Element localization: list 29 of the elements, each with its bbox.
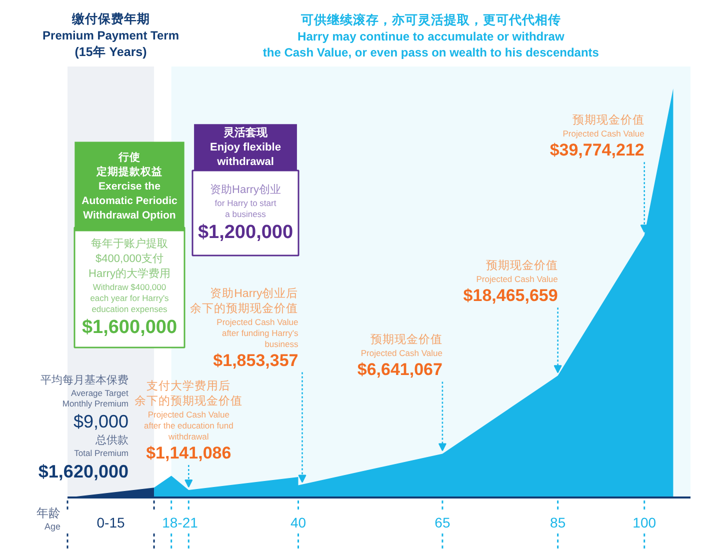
x-tick-label: 100 <box>632 514 656 530</box>
annotation: 平均每月基本保费 Average Target Monthly Premium <box>40 374 129 408</box>
data-label: $6,641,067 <box>357 360 442 380</box>
band-label: 缴付保费年期 Premium Payment Term (15年 Years) <box>42 12 180 59</box>
x-tick-label: 0-15 <box>96 514 125 530</box>
annotation: $1,200,000 <box>198 222 294 243</box>
annotation: 预期现金价值 Projected Cash Value <box>360 333 443 358</box>
data-label: $39,774,212 <box>550 140 644 160</box>
data-label: $1,853,357 <box>213 350 298 370</box>
annotation: 预期现金价值 Projected Cash Value <box>562 114 645 139</box>
annotation: 每年于账户提取$400,000支付Harry的大学费用 Withdraw $400,000 each year for Harry's education expenses <box>88 237 170 314</box>
annotation: 资助Harry创业 for Harry to start a business <box>210 183 281 219</box>
x-tick-label: 65 <box>434 514 450 530</box>
annotation: 资助Harry创业后余下的预期现金价值 Projected Cash Value after funding Harry's business <box>190 286 299 349</box>
data-label: $18,465,659 <box>463 286 558 306</box>
annotation: $9,000 <box>73 412 129 432</box>
band-label: 可供继续滚存，亦可灵活提取，更可代代相传 Harry may continue to accumulate or withdraw the Cash Value, or even pass on wealth to his descendants <box>262 12 600 60</box>
x-axis-title: 年龄 Age <box>36 506 60 532</box>
annotation: 总供款 Total Premium <box>74 434 129 458</box>
annotation: 行使定期提款权益 Exercise the Automatic Periodic Withdrawal Option <box>82 150 178 222</box>
annotation: $1,600,000 <box>82 317 178 338</box>
annotation: 支付大学费用后余下的预期现金价值 Projected Cash Value after the education fund withdrawal <box>134 379 243 442</box>
annotation: 灵活套现 Enjoy flexible withdrawal <box>210 126 281 168</box>
data-label: $1,141,086 <box>146 443 232 462</box>
annotation: $1,620,000 <box>38 462 129 482</box>
x-tick-label: 18-21 <box>162 514 198 530</box>
x-tick-label: 85 <box>550 514 566 530</box>
annotation: 预期现金价值 Projected Cash Value <box>476 259 558 284</box>
x-tick-label: 40 <box>290 514 306 530</box>
